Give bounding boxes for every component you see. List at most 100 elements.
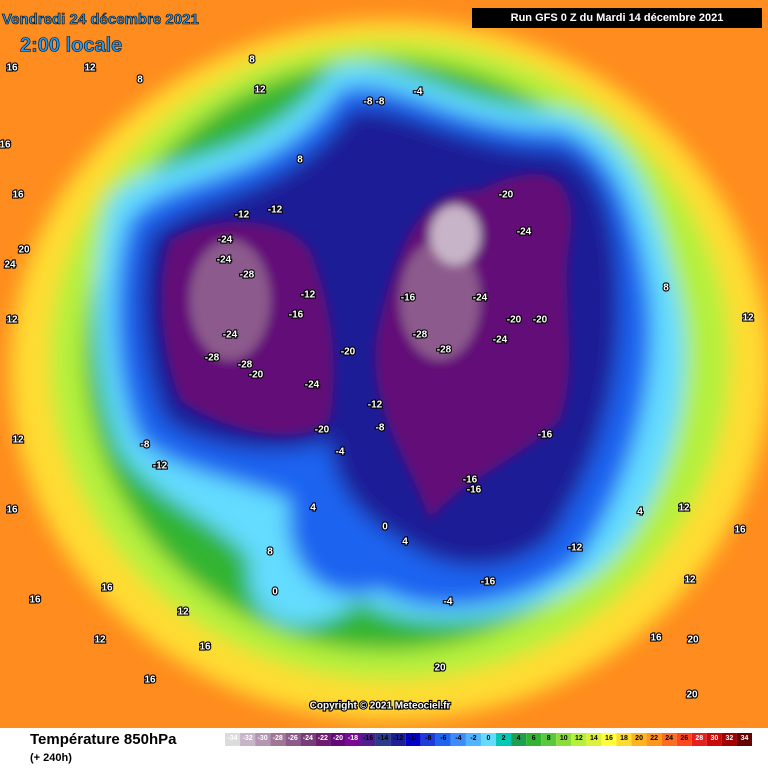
map-label: -8 [376, 423, 385, 434]
colorbar-label: -30 [258, 735, 268, 742]
colorbar-label: -22 [318, 735, 328, 742]
colorbar-cell [450, 733, 466, 746]
colorbar-cell [631, 733, 647, 746]
colorbar-cell [616, 733, 632, 746]
map-label: 12 [742, 313, 754, 324]
colorbar-cell [496, 733, 512, 746]
map-label: -4 [414, 87, 423, 98]
map-label: 16 [0, 140, 11, 151]
map-label: 4 [637, 507, 643, 518]
map-label: 20 [18, 245, 30, 256]
map-label: 16 [29, 595, 41, 606]
colorbar-cell [330, 733, 346, 746]
map-label: -16 [463, 475, 478, 486]
colorbar-label: -2 [470, 735, 476, 742]
colorbar-label: 16 [605, 735, 613, 742]
colorbar-label: -14 [378, 735, 388, 742]
colorbar-label: 8 [547, 735, 551, 742]
colorbar-cell [691, 733, 707, 746]
colorbar-label: -6 [440, 735, 446, 742]
map-label: 12 [6, 315, 18, 326]
colorbar-label: -10 [408, 735, 418, 742]
map-label: -8 [364, 97, 373, 108]
map-label: -16 [401, 293, 416, 304]
colorbar-cell [526, 733, 542, 746]
map-label: -16 [289, 310, 304, 321]
map-label: 20 [434, 663, 446, 674]
colorbar-label: -12 [393, 735, 403, 742]
map-label: 20 [686, 690, 698, 701]
map-label: 0 [382, 522, 388, 533]
map-label: -28 [240, 270, 255, 281]
colorbar-label: -32 [243, 735, 253, 742]
colorbar-cell [541, 733, 557, 746]
map-label: -12 [368, 400, 383, 411]
map-label: -20 [499, 190, 514, 201]
colorbar-cell [300, 733, 316, 746]
map-label: 8 [297, 155, 303, 166]
map-label: -24 [218, 235, 233, 246]
map-label: 8 [663, 283, 669, 294]
map-label: -8 [376, 97, 385, 108]
colorbar-cell [571, 733, 587, 746]
map-label: 4 [402, 537, 408, 548]
colorbar-cell [225, 733, 241, 746]
colorbar-label: 14 [590, 735, 598, 742]
colorbar-label: 2 [502, 735, 506, 742]
colorbar-label: -18 [348, 735, 358, 742]
colorbar-label: 6 [532, 735, 536, 742]
colorbar-label: 18 [620, 735, 628, 742]
colorbar-cell [420, 733, 436, 746]
colorbar-cell [360, 733, 376, 746]
colorbar-cell [465, 733, 481, 746]
colorbar-label: -28 [273, 735, 283, 742]
run-info: Run GFS 0 Z du Mardi 14 décembre 2021 [511, 12, 724, 24]
colorbar-label: -34 [227, 735, 237, 742]
footer-title: Température 850hPa [30, 731, 177, 748]
colorbar-label: 34 [741, 735, 749, 742]
map-label: 12 [177, 607, 189, 618]
map-label: 16 [199, 642, 211, 653]
map-label: 8 [137, 75, 143, 86]
copyright: Copyright © 2021 Meteociel.fr [310, 701, 451, 712]
colorbar-label: 32 [726, 735, 734, 742]
map-label: 20 [687, 635, 699, 646]
map-label: -16 [467, 485, 482, 496]
map-label: -12 [568, 543, 583, 554]
map-label: -20 [341, 347, 356, 358]
map-label: 16 [734, 525, 746, 536]
colorbar-label: 10 [560, 735, 568, 742]
map-label: 16 [144, 675, 156, 686]
colorbar-cell [736, 733, 752, 746]
map-label: -28 [413, 330, 428, 341]
map-label: -8 [141, 440, 150, 451]
map-label: -28 [437, 345, 452, 356]
colorbar-cell [586, 733, 602, 746]
map-label: -16 [481, 577, 496, 588]
colorbar-label: 26 [680, 735, 688, 742]
time-title: 2:00 locale [20, 34, 122, 56]
map-label: -24 [517, 227, 532, 238]
colorbar-cell [676, 733, 692, 746]
colorbar-label: 24 [665, 735, 673, 742]
colorbar-cell [556, 733, 572, 746]
colorbar-label: -4 [455, 735, 461, 742]
footer-subtitle: (+ 240h) [30, 752, 72, 764]
map-label: -20 [507, 315, 522, 326]
colorbar-cell [405, 733, 421, 746]
colorbar-label: -8 [425, 735, 431, 742]
colorbar-label: 22 [650, 735, 658, 742]
map-label: -4 [336, 447, 345, 458]
map-label: 12 [684, 575, 696, 586]
map-label: 4 [310, 503, 316, 514]
map-label: -20 [533, 315, 548, 326]
colorbar-cell [706, 733, 722, 746]
map-label: -28 [238, 360, 253, 371]
map-label: 8 [267, 547, 273, 558]
cold-core [161, 174, 572, 520]
map-label: -12 [153, 461, 168, 472]
colorbar-label: -24 [303, 735, 313, 742]
colorbar-label: 0 [487, 735, 491, 742]
date-title: Vendredi 24 décembre 2021 [2, 11, 199, 28]
map-label: 12 [254, 85, 266, 96]
